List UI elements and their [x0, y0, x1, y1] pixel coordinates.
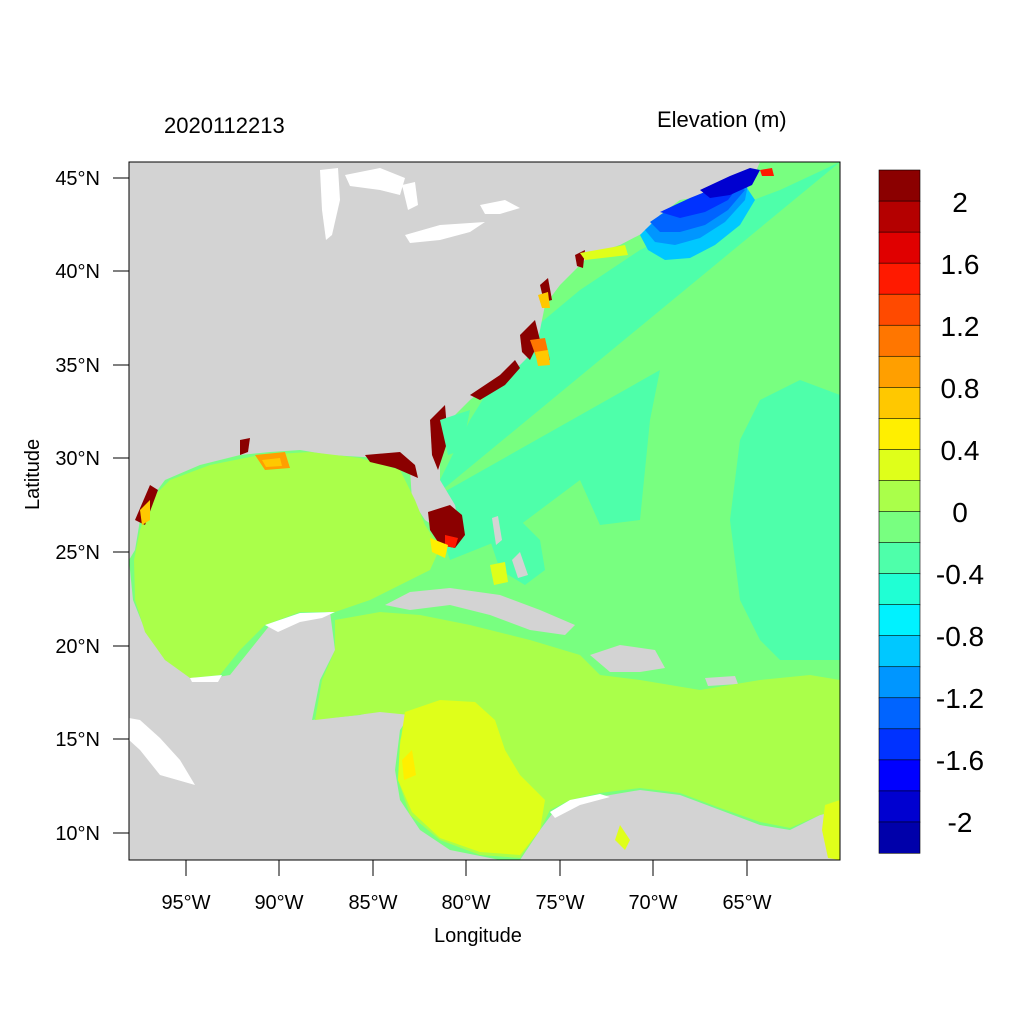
- colorbar-label: 1.2: [941, 311, 980, 342]
- colorbar-swatch: [878, 573, 921, 606]
- puerto-rico-land: [705, 676, 738, 686]
- colorbar-label: 0.8: [941, 373, 980, 404]
- map-plot-area: [129, 162, 840, 860]
- colorbar-swatch: [878, 324, 921, 357]
- colorbar-swatch: [878, 480, 921, 513]
- colorbar-swatch: [878, 604, 921, 637]
- colorbar-label: 1.6: [941, 249, 980, 280]
- colorbar-swatch: [878, 635, 921, 668]
- x-tick-label: 65°W: [722, 892, 771, 914]
- colorbar-label: -0.4: [936, 559, 984, 590]
- map-title: 2020112213: [164, 113, 285, 138]
- central-america-land: [129, 560, 500, 860]
- south-florida-surge: [428, 505, 465, 548]
- hispaniola-land: [590, 645, 665, 672]
- x-axis-label: Longitude: [434, 925, 522, 947]
- colorbar-swatch: [878, 542, 921, 575]
- cuba-land: [385, 588, 575, 635]
- colorbar-swatch: [878, 697, 921, 730]
- colorbar-swatch: [878, 728, 921, 761]
- y-tick-label: 30°N: [55, 448, 100, 470]
- colorbar-swatch: [878, 387, 921, 419]
- colorbar-swatch: [878, 293, 921, 326]
- x-tick-label: 95°W: [161, 892, 210, 914]
- y-tick-label: 10°N: [55, 823, 100, 845]
- y-tick-label: 45°N: [55, 168, 100, 190]
- colorbar-swatch: [878, 821, 921, 854]
- colorbar-swatch: [878, 262, 921, 295]
- south-america-land: [520, 790, 840, 860]
- y-tick-label: 25°N: [55, 542, 100, 564]
- y-tick-label: 40°N: [55, 261, 100, 283]
- x-tick-label: 85°W: [348, 892, 397, 914]
- plot-frame: [128, 161, 841, 861]
- y-axis: 45°N 40°N 35°N 30°N 25°N 20°N 15°N 10°N: [55, 168, 129, 845]
- colorbar-swatch: [878, 449, 921, 482]
- y-tick-label: 15°N: [55, 729, 100, 751]
- x-tick-label: 70°W: [628, 892, 677, 914]
- y-tick-label: 20°N: [55, 636, 100, 658]
- x-tick-label: 75°W: [535, 892, 584, 914]
- colorbar-swatch: [878, 355, 921, 388]
- colorbar-swatch: [878, 418, 921, 451]
- y-tick-label: 35°N: [55, 355, 100, 377]
- x-axis: 95°W 90°W 85°W 80°W 75°W 70°W 65°W: [161, 860, 772, 914]
- colorbar-label: -0.8: [936, 621, 984, 652]
- colorbar-swatch: [878, 790, 921, 823]
- sw-caribbean-field: [398, 700, 545, 855]
- colorbar-swatch: [878, 169, 921, 202]
- colorbar-label: -2: [948, 807, 973, 838]
- colorbar-swatch: [878, 200, 921, 233]
- colorbar-label: 2: [952, 187, 968, 218]
- colorbar-swatch: [878, 511, 921, 544]
- north-atlantic-field: [430, 162, 840, 660]
- colorbar-label: -1.2: [936, 683, 984, 714]
- colorbar-label: 0.4: [941, 435, 980, 466]
- great-lakes: [320, 168, 340, 240]
- x-tick-label: 90°W: [254, 892, 303, 914]
- colorbar-swatch: [878, 231, 921, 264]
- colorbar: [878, 169, 921, 854]
- colorbar-label: -1.6: [936, 745, 984, 776]
- colorbar-label: 0: [952, 497, 968, 528]
- x-tick-label: 80°W: [441, 892, 490, 914]
- colorbar-labels: 2 1.6 1.2 0.8 0.4 0 -0.4 -0.8 -1.2 -1.6 …: [936, 187, 984, 838]
- colorbar-swatch: [878, 759, 921, 792]
- colorbar-swatch: [878, 666, 921, 699]
- north-america-land: [129, 162, 760, 560]
- gulf-of-mexico-field: [134, 452, 440, 678]
- colorbar-title: Elevation (m): [657, 107, 787, 132]
